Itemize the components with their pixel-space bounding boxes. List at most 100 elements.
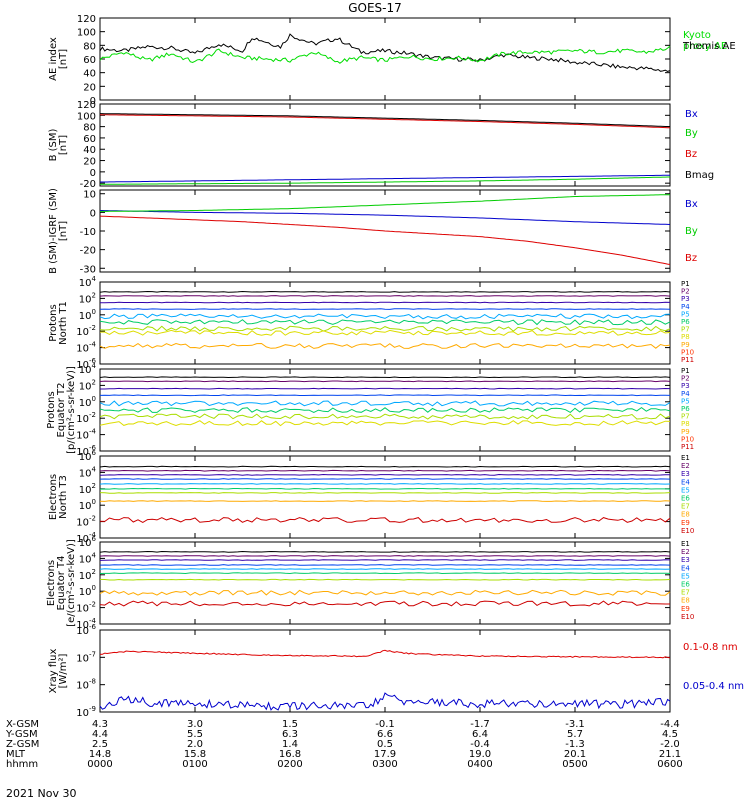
- legend-entry: Themis AE: [682, 41, 736, 52]
- y-tick-label: 104: [79, 275, 97, 289]
- panel-frame: [99, 17, 671, 101]
- y-axis-label: Xray flux: [48, 649, 59, 694]
- legend-entry: E8: [681, 597, 690, 605]
- y-tick-label: 120: [77, 14, 96, 25]
- y-tick-label: 120: [77, 100, 96, 111]
- y-axis-label: Equator T2: [56, 383, 67, 438]
- legend-entry: E6: [681, 581, 690, 589]
- legend-entry: E2: [681, 548, 690, 556]
- row-value: 0.5: [377, 739, 393, 750]
- y-tick-label: 104: [79, 465, 97, 479]
- legend-entry: E9: [681, 519, 690, 527]
- series-line-e1: [99, 550, 671, 553]
- panel-frame: [99, 455, 671, 539]
- y-tick-exponent: -2: [89, 601, 96, 609]
- y-tick-label: 10-4: [76, 428, 96, 442]
- y-axis-label: Equator T4: [56, 556, 67, 611]
- y-tick-exponent: -4: [89, 531, 97, 539]
- panel-1: 0 20 40 60 80 100 120 AE index [nT] Kyoto proxy AE…: [48, 14, 736, 107]
- y-tick-exponent: 4: [92, 551, 97, 559]
- y-axis-label: Electrons: [46, 560, 57, 606]
- y-tick-exponent: 2: [92, 378, 96, 386]
- series-line-e5: [99, 568, 671, 570]
- legend-entry: 0.05-0.4 nm: [683, 681, 744, 692]
- y-tick-exponent: 0: [92, 498, 96, 506]
- y-tick-exponent: 6: [92, 535, 97, 543]
- row-value: -0.4: [470, 739, 490, 750]
- y-axis-label: [nT]: [58, 49, 69, 69]
- legend-entry: P8: [681, 333, 690, 341]
- row-value: -3.1: [565, 719, 585, 730]
- legend-entry: P6: [681, 405, 690, 413]
- series-line-p8: [99, 420, 671, 427]
- y-tick-exponent: -6: [89, 357, 97, 365]
- series-line-e3: [99, 559, 671, 561]
- y-tick-label: 10-7: [76, 650, 96, 664]
- legend-entry: P4: [681, 390, 690, 398]
- legend-entry: Bz: [685, 149, 697, 160]
- series-line-p6: [99, 319, 671, 326]
- row-label: Z-GSM: [6, 739, 39, 750]
- series-line-kyoto-proxy-ae: [99, 45, 671, 64]
- legend-entry: E8: [681, 511, 690, 519]
- y-axis-label: Electrons: [48, 474, 59, 520]
- row-label: MLT: [6, 749, 26, 760]
- legend-entry-line: proxy AE: [683, 41, 727, 52]
- series-line-p5: [99, 400, 671, 407]
- row-value: 1.5: [282, 719, 298, 730]
- row-value: 20.1: [564, 749, 586, 760]
- legend-entry: E10: [681, 527, 694, 535]
- series-line-by: [100, 176, 670, 185]
- y-axis-label: [W/m²]: [58, 653, 69, 688]
- legend-entry: P5: [681, 310, 690, 318]
- series-line-e3: [99, 473, 671, 476]
- y-axis-label: [nT]: [58, 221, 69, 241]
- y-tick-label: 0: [90, 168, 96, 179]
- row-value: -1.7: [470, 719, 490, 730]
- series-line-p2: [99, 380, 671, 383]
- y-tick-exponent: -2: [89, 515, 96, 523]
- y-axis-label: [e/(cm²-s-sr-keV)]: [66, 539, 77, 627]
- bottom-axis-table: X-GSM 4.3 3.0 1.5 -0.1 -1.7 -3.1 -4.4 Y-GSM 4.4 5.…: [5, 719, 683, 770]
- y-tick-label: 80: [83, 123, 96, 134]
- series-line-e9: [99, 517, 671, 523]
- y-tick-label: 40: [83, 145, 96, 156]
- series-line-p4: [99, 394, 671, 397]
- legend-entry: Kyoto proxy AE: [683, 30, 727, 52]
- legend-entry: P1: [681, 280, 690, 288]
- row-value: 2.5: [92, 739, 108, 750]
- legend-entry: E2: [681, 462, 690, 470]
- panel-frame: [99, 629, 671, 713]
- legend-entry: Bx: [685, 109, 698, 120]
- legend-entry: P9: [681, 428, 690, 436]
- legend-entry: By: [685, 128, 698, 139]
- y-tick-label: 100: [79, 308, 96, 322]
- row-value: 0300: [372, 759, 397, 770]
- series-line-e7: [99, 578, 671, 581]
- y-tick-label: 10-2: [76, 411, 96, 425]
- row-value: 5.7: [567, 729, 583, 740]
- panel-frame: [99, 541, 671, 625]
- y-tick-label: 20: [83, 157, 96, 168]
- legend-entry: 0.1-0.8 nm: [683, 642, 738, 653]
- y-tick-exponent: 6: [92, 449, 97, 457]
- series-line-e5: [99, 483, 671, 485]
- y-tick-label: 80: [83, 41, 96, 52]
- row-value: 6.6: [377, 729, 393, 740]
- plot-date: 2021 Nov 30: [6, 787, 76, 800]
- y-tick-label: 0: [90, 96, 96, 107]
- row-value: 6.3: [282, 729, 298, 740]
- y-axis-label: Protons: [48, 304, 59, 341]
- y-tick-label: 60: [83, 55, 96, 66]
- series-line-e7: [99, 492, 671, 494]
- y-tick-exponent: -7: [89, 650, 96, 658]
- y-tick-exponent: 4: [92, 275, 97, 283]
- y-tick-label: 102: [79, 482, 96, 496]
- y-tick-label: 100: [79, 584, 96, 598]
- series-line-e1: [99, 465, 671, 468]
- plot-title: GOES-17: [348, 1, 402, 15]
